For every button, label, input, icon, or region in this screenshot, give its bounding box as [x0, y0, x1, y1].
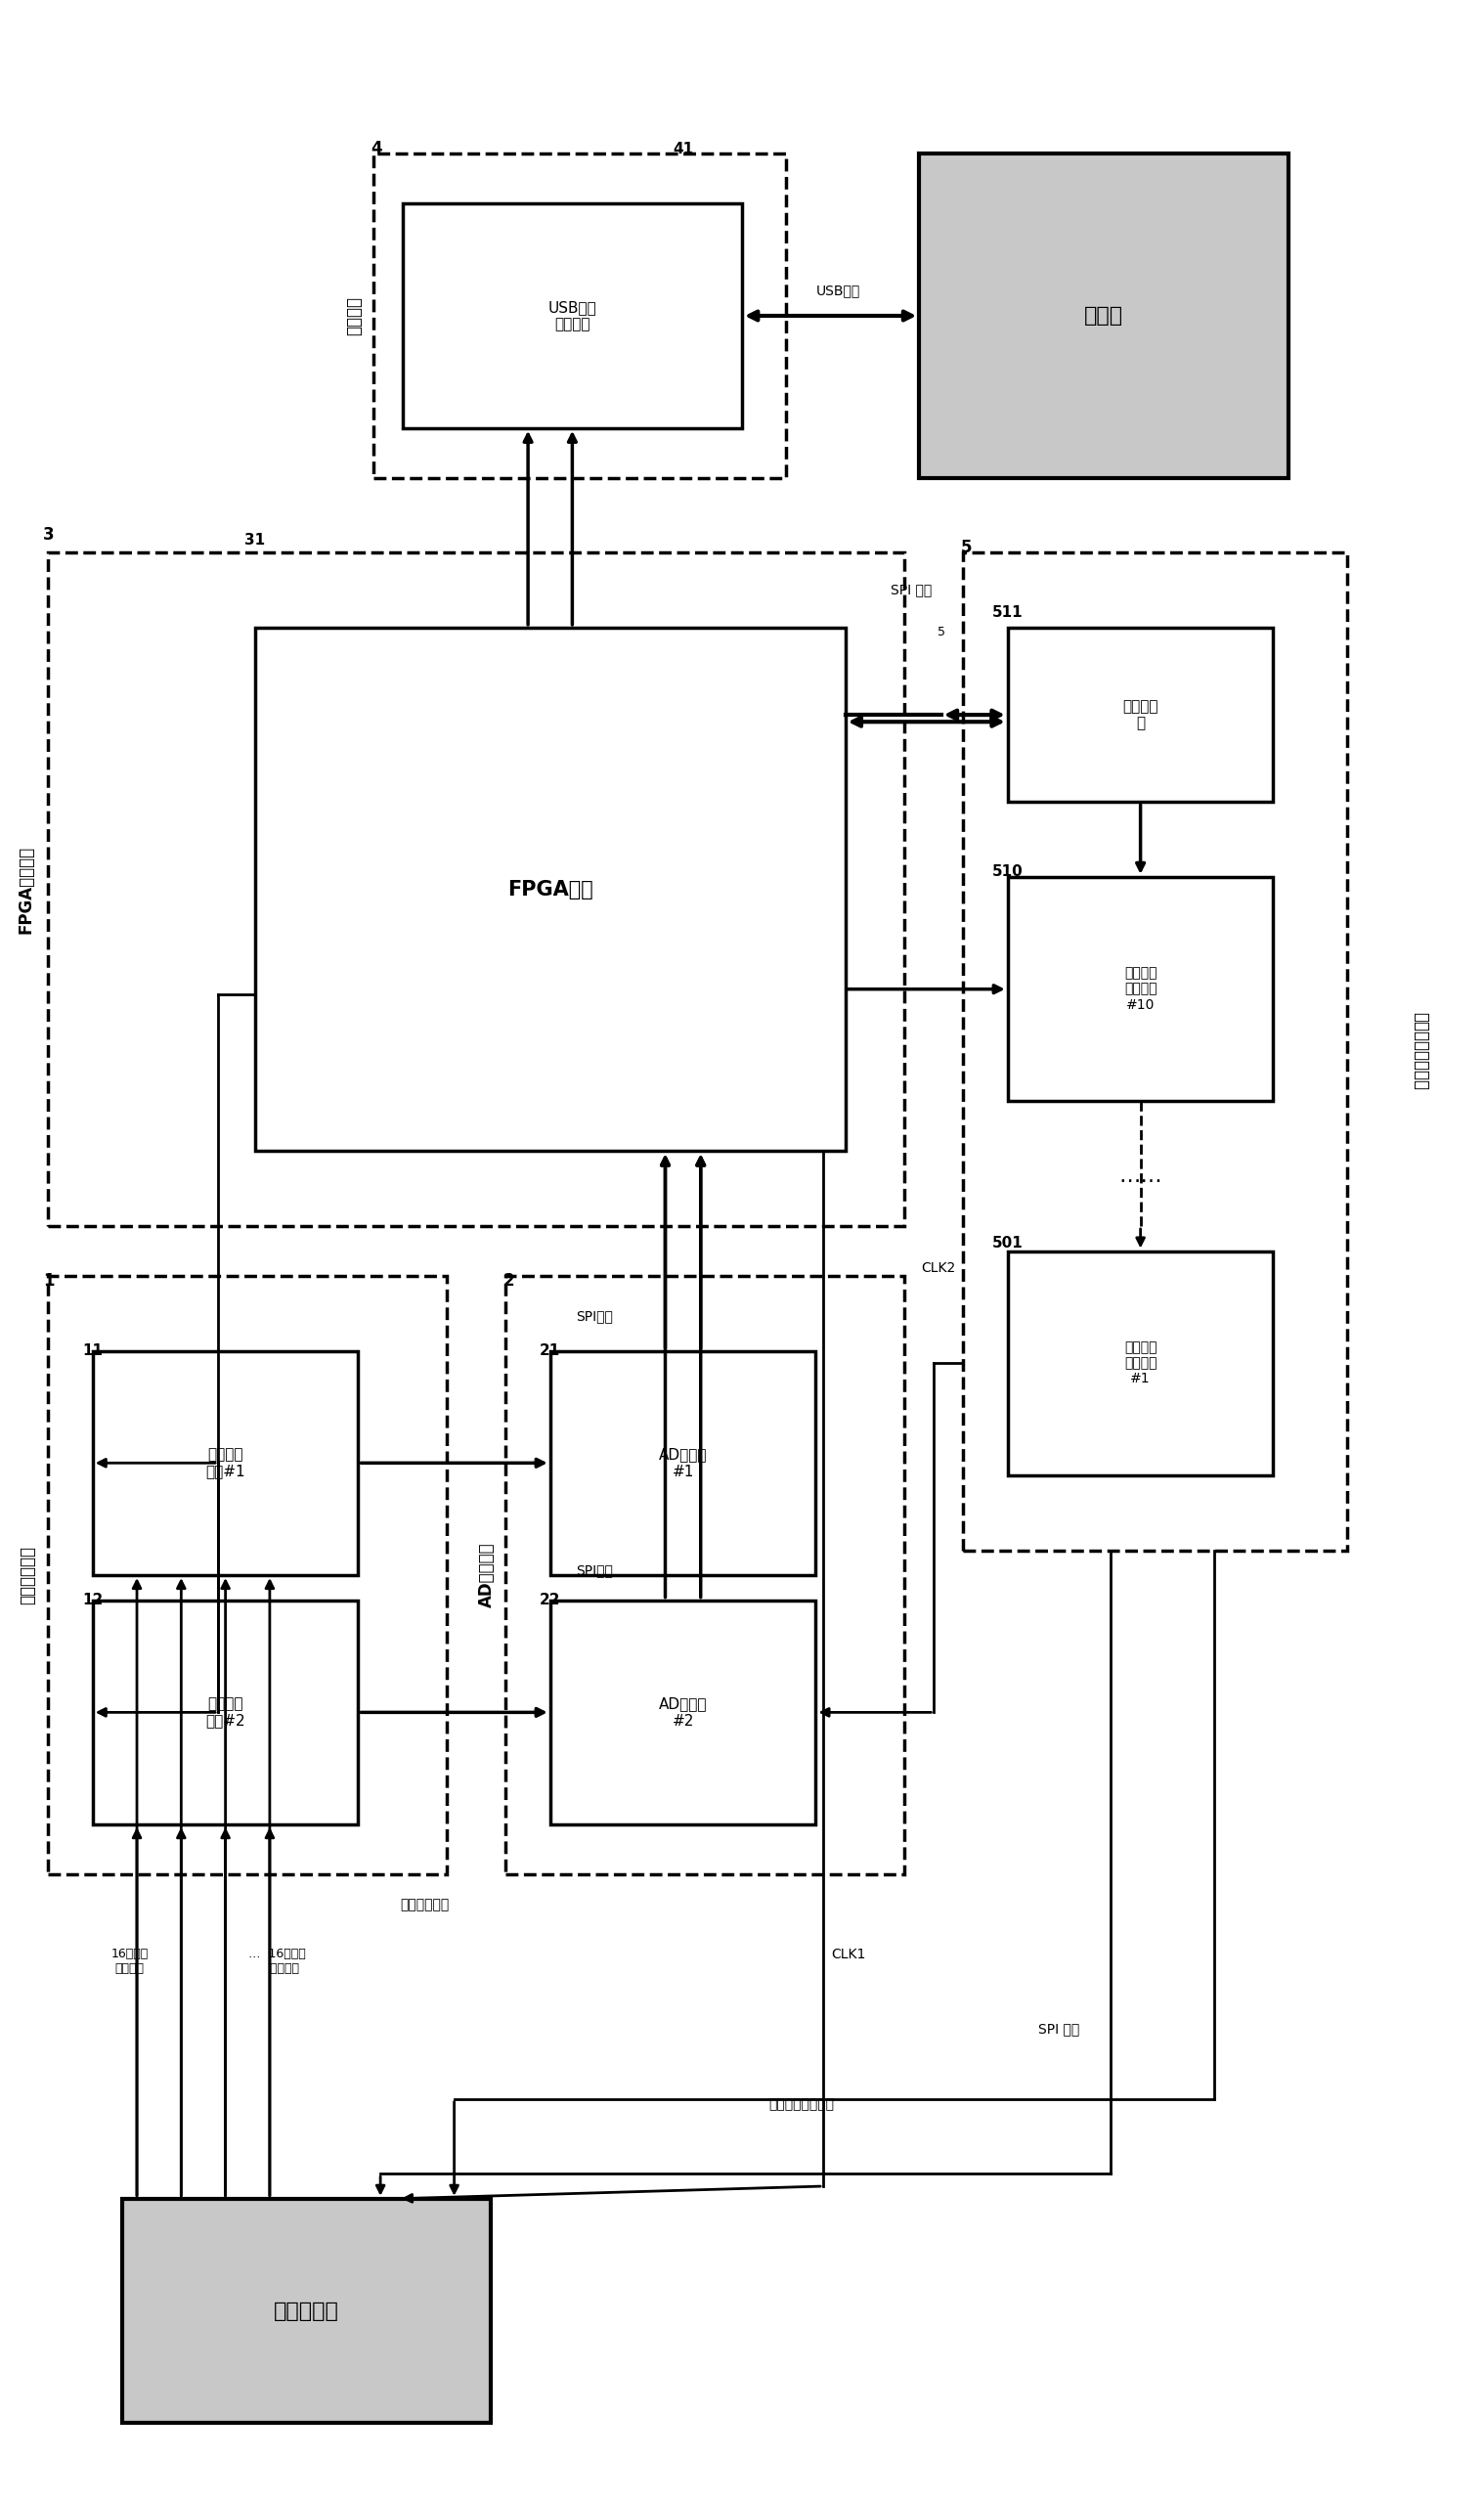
Text: ……: ……: [1119, 1166, 1162, 1186]
Text: 通道选择模块: 通道选择模块: [19, 1546, 37, 1604]
Text: FPGA控制模块: FPGA控制模块: [18, 846, 36, 933]
Text: 模拟多路
择器#1: 模拟多路 择器#1: [206, 1446, 245, 1479]
Text: 上位机: 上位机: [1083, 305, 1123, 325]
Bar: [49, 1276, 447, 1874]
Text: 12: 12: [82, 1594, 102, 1606]
Bar: [255, 628, 846, 1151]
Text: 地址控制信号: 地址控制信号: [401, 1897, 450, 1912]
Text: CLK2: CLK2: [922, 1261, 956, 1276]
Bar: [551, 1351, 816, 1576]
Text: 可调偏置输出模块: 可调偏置输出模块: [1413, 1013, 1429, 1091]
Bar: [92, 1351, 358, 1576]
Bar: [1008, 876, 1273, 1101]
Text: SPI 接口: SPI 接口: [1039, 2022, 1080, 2037]
Bar: [919, 153, 1288, 478]
Bar: [92, 1601, 358, 1824]
Text: 图像传感器: 图像传感器: [275, 2302, 340, 2322]
Text: 5: 5: [938, 626, 945, 638]
Bar: [402, 203, 742, 428]
Bar: [551, 1601, 816, 1824]
Text: SPI接口: SPI接口: [576, 1309, 613, 1324]
Text: 模拟电压
输出单元
#1: 模拟电压 输出单元 #1: [1123, 1341, 1158, 1386]
Text: 电压基准
源: 电压基准 源: [1122, 698, 1159, 731]
Text: CLK1: CLK1: [831, 1947, 865, 1962]
Text: 1: 1: [43, 1271, 53, 1289]
Bar: [963, 553, 1347, 1551]
Text: 31: 31: [245, 533, 266, 548]
Text: 模拟电压
输出单元
#10: 模拟电压 输出单元 #10: [1123, 966, 1158, 1011]
Bar: [1008, 628, 1273, 803]
Text: 3: 3: [43, 525, 53, 543]
Text: USB接口: USB接口: [816, 285, 861, 298]
Bar: [49, 553, 904, 1226]
Text: 模拟电压偏置信号: 模拟电压偏置信号: [769, 2097, 834, 2112]
Text: 通讯模块: 通讯模块: [346, 295, 362, 335]
Bar: [122, 2199, 491, 2422]
Text: FPGA芯片: FPGA芯片: [508, 881, 594, 898]
Text: 2: 2: [503, 1271, 515, 1289]
Text: SPI 接口: SPI 接口: [890, 583, 932, 598]
Text: 511: 511: [993, 605, 1022, 620]
Text: 11: 11: [82, 1344, 102, 1359]
Text: AD转换模块: AD转换模块: [478, 1544, 496, 1609]
Text: AD转换器
#1: AD转换器 #1: [659, 1446, 708, 1479]
Text: USB协议
微处理器: USB协议 微处理器: [548, 300, 597, 333]
Text: 22: 22: [540, 1594, 561, 1606]
Text: 16路模拟
输入信号: 16路模拟 输入信号: [111, 1949, 148, 1977]
Text: SPI接口: SPI接口: [576, 1564, 613, 1576]
Text: 模拟多路
择器#2: 模拟多路 择器#2: [206, 1696, 245, 1729]
Text: AD转换器
#2: AD转换器 #2: [659, 1696, 708, 1729]
Text: …  16路模拟
    输入信号: … 16路模拟 输入信号: [248, 1949, 306, 1977]
Text: 5: 5: [960, 538, 972, 555]
Bar: [1008, 1251, 1273, 1476]
Text: 41: 41: [672, 143, 693, 155]
Text: 21: 21: [540, 1344, 561, 1359]
Text: 510: 510: [993, 866, 1022, 878]
Text: 4: 4: [371, 140, 381, 158]
Text: 501: 501: [993, 1236, 1022, 1251]
Bar: [506, 1276, 904, 1874]
Bar: [372, 153, 787, 478]
